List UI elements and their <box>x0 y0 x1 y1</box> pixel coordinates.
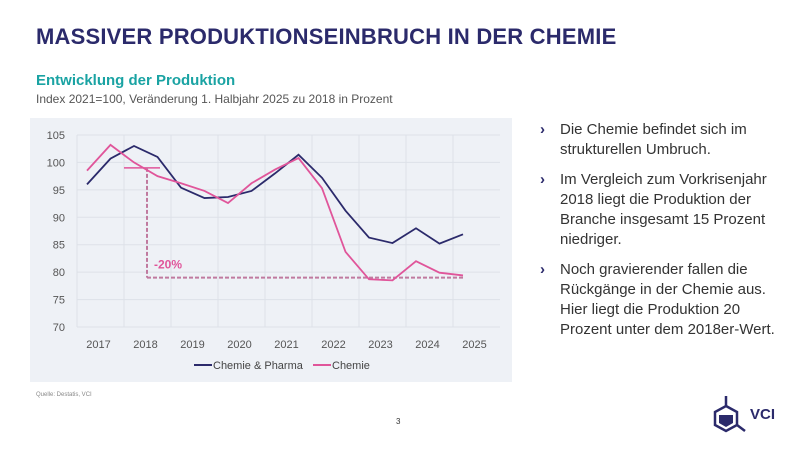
chart-subline: Index 2021=100, Veränderung 1. Halbjahr … <box>36 92 393 106</box>
x-tick-label: 2024 <box>415 339 439 351</box>
source-note: Quelle: Destatis, VCI <box>36 392 92 398</box>
y-tick-label: 100 <box>47 157 65 169</box>
x-tick-label: 2020 <box>227 339 251 351</box>
chevron-icon: › <box>540 121 545 138</box>
series-line-0 <box>86 144 464 245</box>
series-line-1 <box>86 143 464 282</box>
logo-text: VCI <box>750 406 775 423</box>
vci-logo: VCI <box>712 394 792 447</box>
bullet-item: › Noch gravierender fallen die Rückgänge … <box>540 261 775 338</box>
x-tick-label: 2018 <box>133 339 157 351</box>
bullet-list: › Die Chemie befindet sich im strukturell… <box>540 120 780 350</box>
page-number: 3 <box>396 417 401 426</box>
y-tick-label: 90 <box>53 212 65 224</box>
chart-subtitle: Entwicklung der Produktion <box>36 72 236 89</box>
chevron-icon: › <box>540 261 545 278</box>
legend-label: Chemie & Pharma <box>213 360 304 372</box>
x-tick-label: 2025 <box>462 339 486 351</box>
y-tick-label: 70 <box>53 322 65 334</box>
page-title: MASSIVER PRODUKTIONSEINBRUCH IN DER CHEM… <box>36 24 617 49</box>
y-tick-label: 80 <box>53 267 65 279</box>
y-tick-label: 105 <box>47 130 65 142</box>
x-tick-label: 2022 <box>321 339 345 351</box>
y-tick-label: 75 <box>53 295 65 307</box>
annotation-label: -20% <box>154 258 182 272</box>
x-tick-label: 2019 <box>180 339 204 351</box>
y-tick-label: 95 <box>53 185 65 197</box>
x-tick-label: 2017 <box>86 339 110 351</box>
legend-label: Chemie <box>332 360 370 372</box>
bullet-item: › Im Vergleich zum Vorkrisenjahr 2018 lie… <box>540 171 767 248</box>
x-tick-label: 2021 <box>274 339 298 351</box>
chevron-icon: › <box>540 171 545 188</box>
x-tick-label: 2023 <box>368 339 392 351</box>
bullet-item: › Die Chemie befindet sich im strukturell… <box>540 121 747 158</box>
y-tick-label: 85 <box>53 240 65 252</box>
